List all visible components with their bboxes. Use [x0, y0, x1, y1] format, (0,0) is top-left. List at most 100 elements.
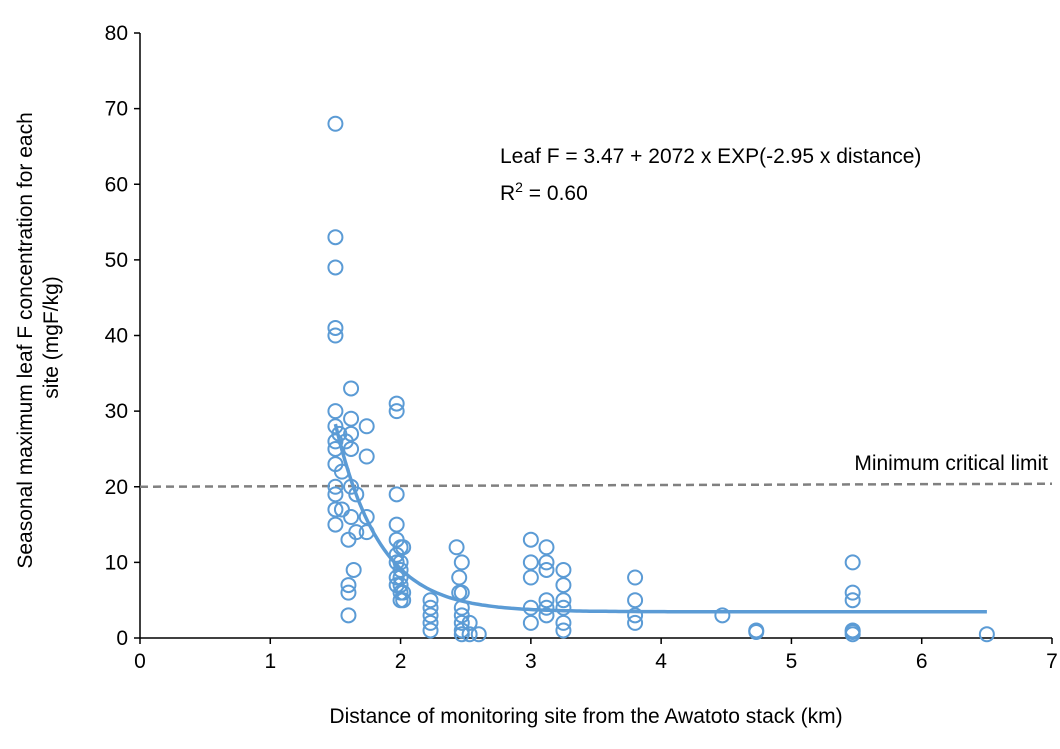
data-point: [333, 463, 350, 480]
data-point: [627, 592, 644, 609]
data-point: [453, 599, 470, 616]
data-point: [392, 561, 409, 578]
data-point: [453, 614, 470, 631]
data-point: [345, 561, 362, 578]
data-point: [555, 614, 572, 631]
x-tick-label: 5: [786, 650, 798, 673]
data-point: [555, 561, 572, 578]
data-point: [358, 509, 375, 525]
y-tick-label: 50: [105, 249, 128, 272]
y-tick-label: 40: [105, 325, 128, 348]
r-squared-symbol: R: [500, 182, 515, 205]
data-point: [453, 554, 470, 571]
data-point: [422, 599, 439, 616]
data-point: [327, 486, 344, 503]
y-tick-label: 60: [105, 173, 128, 196]
data-point: [340, 607, 357, 624]
x-tick-label: 1: [264, 650, 276, 673]
y-tick-label: 0: [116, 627, 128, 650]
data-point: [422, 614, 439, 631]
data-point: [538, 607, 555, 624]
data-point: [358, 448, 375, 465]
data-point: [748, 623, 765, 640]
data-point: [844, 592, 861, 609]
data-point: [538, 599, 555, 616]
data-point: [392, 577, 409, 594]
data-point: [327, 259, 344, 276]
data-point: [327, 319, 344, 336]
data-point: [327, 501, 344, 518]
data-point: [538, 592, 555, 609]
minimum-critical-limit-line: [139, 482, 1053, 488]
data-point: [343, 509, 360, 525]
fit-curve: [333, 423, 987, 614]
data-point: [555, 622, 572, 639]
data-point: [453, 584, 470, 601]
data-point: [555, 592, 572, 609]
data-point: [978, 626, 995, 643]
data-point: [461, 626, 478, 643]
data-point: [422, 622, 439, 639]
data-point: [343, 440, 360, 457]
data-point: [555, 599, 572, 616]
data-point: [461, 614, 478, 631]
r-squared-superscript: 2: [515, 179, 523, 195]
data-point: [327, 433, 344, 450]
data-point: [327, 516, 344, 533]
r-squared-label: R2 = 0.60: [500, 179, 588, 205]
data-point: [453, 626, 470, 643]
data-point: [627, 607, 644, 624]
data-point: [844, 554, 861, 571]
data-point: [327, 403, 344, 420]
data-point: [327, 229, 344, 246]
axes: [134, 32, 1053, 644]
y-tick-label: 10: [105, 551, 128, 574]
data-points: [327, 115, 995, 643]
data-point: [538, 539, 555, 556]
data-point: [627, 614, 644, 631]
reference-line-group: Minimum critical limit: [139, 452, 1053, 488]
x-axis-title: Distance of monitoring site from the Awa…: [329, 705, 842, 728]
data-point: [422, 607, 439, 624]
x-tick-label: 6: [916, 650, 928, 673]
x-tick-label: 7: [1046, 650, 1058, 673]
y-axis-title-line-1: Seasonal maximum leaf F concentration fo…: [14, 112, 37, 568]
data-point: [327, 478, 344, 495]
data-point: [340, 531, 357, 548]
data-point: [395, 584, 412, 601]
data-point: [844, 626, 861, 643]
data-point: [522, 569, 539, 586]
data-point: [392, 569, 409, 586]
minimum-critical-limit-label: Minimum critical limit: [854, 452, 1048, 475]
data-point: [395, 592, 412, 609]
data-point: [340, 584, 357, 601]
y-tick-label: 70: [105, 98, 128, 121]
data-point: [844, 584, 861, 601]
data-point: [627, 569, 644, 586]
data-point: [348, 486, 365, 503]
data-point: [343, 380, 360, 397]
data-point: [448, 539, 465, 556]
fit-equation-label: Leaf F = 3.47 + 2072 x EXP(-2.95 x dista…: [500, 145, 921, 168]
y-tick-label: 20: [105, 476, 128, 499]
y-axis-title-line-2: site (mgF/kg): [40, 276, 63, 399]
data-point: [327, 115, 344, 132]
data-point: [395, 539, 412, 556]
data-point: [388, 403, 405, 420]
data-point: [343, 425, 360, 442]
y-axis-title: Seasonal maximum leaf F concentration fo…: [14, 106, 63, 568]
data-point: [522, 599, 539, 616]
data-point: [327, 327, 344, 344]
data-point: [714, 607, 731, 624]
y-tick-label: 80: [105, 22, 128, 45]
x-tick-label: 3: [525, 650, 537, 673]
x-tick-label: 2: [395, 650, 407, 673]
data-point: [358, 418, 375, 435]
data-point: [327, 440, 344, 457]
y-tick-label: 30: [105, 400, 128, 423]
data-point: [522, 614, 539, 631]
data-point: [348, 524, 365, 541]
data-point: [522, 554, 539, 571]
data-point: [388, 554, 405, 571]
data-point: [343, 410, 360, 427]
